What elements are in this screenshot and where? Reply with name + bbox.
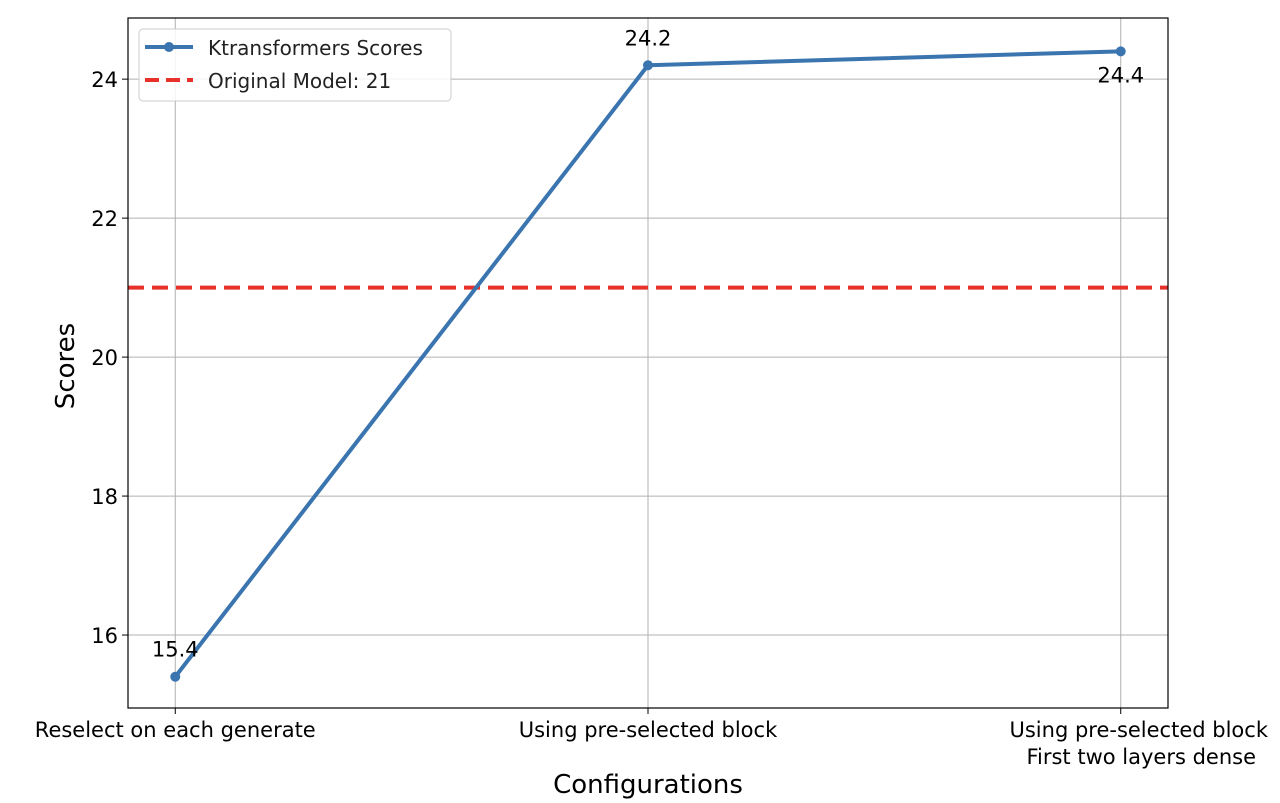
legend-label-reference: Original Model: 21 xyxy=(208,69,391,93)
y-tick-label: 20 xyxy=(91,346,118,370)
data-point xyxy=(1115,46,1126,57)
data-label: 24.4 xyxy=(1097,63,1144,87)
data-label: 15.4 xyxy=(152,638,199,662)
legend-marker-series xyxy=(164,42,174,52)
y-tick-label: 24 xyxy=(91,68,118,92)
x-tick-label: First two layers dense xyxy=(1026,745,1256,769)
series: 15.4 24.2 24.4 xyxy=(152,26,1144,682)
x-tick-label: Reselect on each generate xyxy=(35,718,316,742)
legend: Ktransformers Scores Original Model: 21 xyxy=(138,28,452,102)
y-axis-label: Scores xyxy=(51,323,81,409)
x-ticks: Reselect on each generate Using pre-selec… xyxy=(35,708,1269,769)
grid xyxy=(128,18,1168,708)
x-axis-label: Configurations xyxy=(553,770,743,800)
data-point xyxy=(643,60,653,71)
x-tick-label: Using pre-selected block xyxy=(519,718,778,742)
data-point xyxy=(170,671,181,682)
y-tick-label: 18 xyxy=(91,485,118,509)
x-tick-label: Using pre-selected block xyxy=(1009,718,1268,742)
y-ticks: 16 18 20 22 24 xyxy=(91,68,128,648)
y-tick-label: 22 xyxy=(91,207,118,231)
legend-box xyxy=(138,28,452,102)
data-label: 24.2 xyxy=(625,26,672,50)
y-tick-label: 16 xyxy=(91,624,118,648)
legend-label-series: Ktransformers Scores xyxy=(208,36,423,60)
